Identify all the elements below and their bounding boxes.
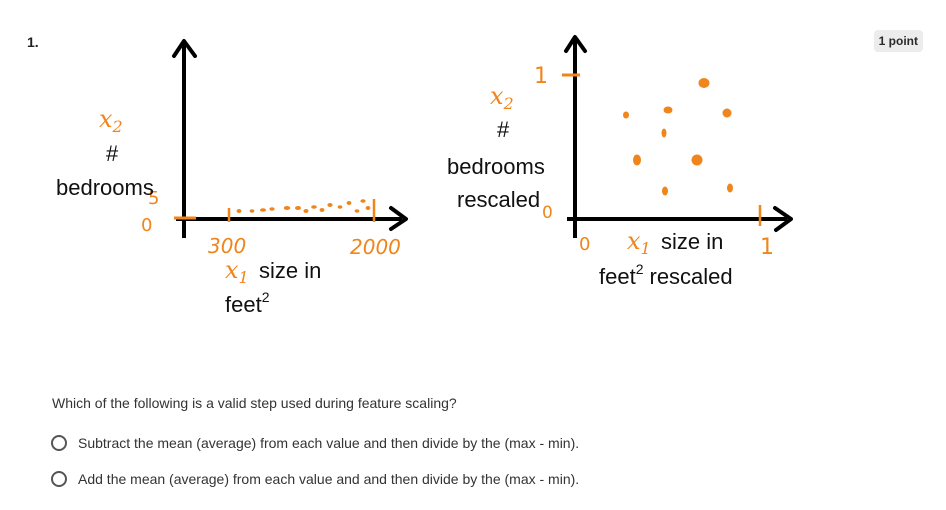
left-point (360, 199, 366, 203)
left-y-tick-5-label: 5 (148, 188, 159, 209)
left-point (260, 208, 266, 212)
right-point (722, 108, 732, 118)
right-point (691, 154, 703, 166)
left-point (365, 206, 371, 210)
right-x-sup: 2 (636, 261, 644, 277)
radio-button[interactable] (51, 471, 67, 487)
right-y-tick-1-label: 1 (534, 64, 548, 89)
right-y-word1: bedrooms (447, 154, 545, 179)
left-x-arrowhead (389, 206, 408, 231)
left-x-sup: 2 (262, 289, 270, 305)
right-y-hash: # (497, 117, 510, 142)
left-x-tick-2000-label: 2000 (350, 235, 401, 259)
left-data-points (236, 199, 371, 213)
left-y-word: bedrooms (56, 175, 154, 200)
feature-scaling-figure: 5 0 300 2000 (56, 35, 793, 317)
answer-option-label: Add the mean (average) from each value a… (78, 471, 580, 487)
left-x-var: x1 (225, 256, 249, 287)
right-point (661, 128, 667, 138)
left-point (327, 203, 333, 207)
left-point (354, 209, 360, 213)
points-badge: 1 point (873, 30, 923, 52)
left-y-sub: 2 (112, 117, 123, 136)
right-point (633, 154, 641, 166)
right-point (698, 78, 710, 88)
right-point (727, 183, 733, 193)
left-y-arrowhead (172, 39, 197, 58)
right-y-tick-0-label: 0 (542, 203, 553, 223)
left-point (283, 206, 291, 210)
right-y-word2: rescaled (457, 187, 540, 212)
left-point (346, 201, 352, 205)
left-point (295, 206, 301, 210)
left-point (303, 209, 309, 213)
left-x-label-line2: feet2 (225, 289, 270, 317)
answer-option-label: Subtract the mean (average) from each va… (78, 435, 580, 451)
right-x-sub: 1 (641, 239, 651, 258)
right-y-arrowhead (564, 35, 587, 53)
radio-button[interactable] (51, 435, 67, 451)
left-point (249, 209, 255, 213)
right-plot: 1 0 0 1 x2 # bedrooms rescaled (447, 35, 793, 289)
right-x-var: x1 (627, 227, 651, 258)
question-prompt: Which of the following is a valid step u… (52, 395, 457, 411)
left-y-var: x2 (99, 105, 123, 136)
left-y-tick-0-label: 0 (141, 215, 152, 236)
right-point (662, 186, 668, 196)
right-y-sub: 2 (503, 94, 514, 113)
right-point (623, 111, 629, 119)
right-x-tick-1-label: 1 (760, 235, 774, 260)
left-x-sub: 1 (239, 268, 249, 287)
right-x-arrowhead (773, 206, 793, 232)
right-data-points (623, 78, 733, 196)
left-point (236, 209, 242, 213)
left-y-hash: # (106, 141, 119, 166)
right-x-label-line1: size in (661, 229, 723, 254)
left-x-tick-300-label: 300 (208, 234, 246, 258)
answer-option-2[interactable]: Add the mean (average) from each value a… (51, 471, 579, 487)
left-plot: 5 0 300 2000 (56, 39, 408, 317)
left-point (311, 205, 317, 209)
left-point (337, 205, 343, 209)
answer-option-1[interactable]: Subtract the mean (average) from each va… (51, 435, 579, 451)
left-point (269, 207, 275, 211)
right-x-tick-0-label: 0 (579, 234, 590, 255)
left-point (319, 208, 325, 212)
left-x-label-line1: size in (259, 258, 321, 283)
right-point (663, 106, 673, 114)
right-x-label-line2: feet2 rescaled (599, 261, 733, 289)
question-number: 1. (27, 34, 39, 50)
right-y-var: x2 (490, 82, 514, 113)
